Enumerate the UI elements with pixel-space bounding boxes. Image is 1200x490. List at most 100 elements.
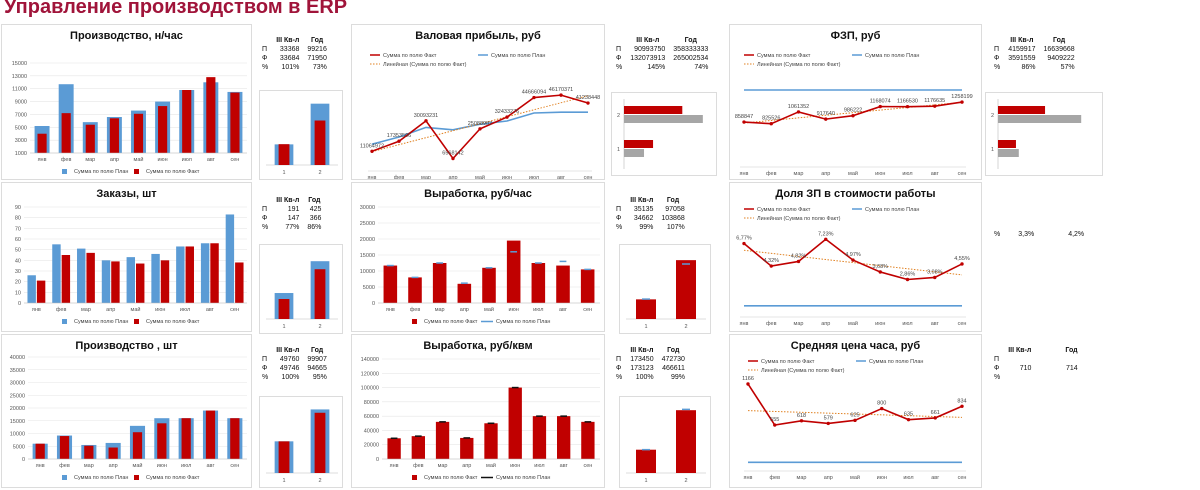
bar-fact xyxy=(182,90,192,153)
data-point xyxy=(906,417,911,422)
chart-panel-prod-pcs: Производство , шт 0 5000 10000 15000 20000 25… xyxy=(1,334,252,488)
x-tick-label: июн xyxy=(157,157,167,163)
legend-label: Сумма по полю Факт xyxy=(761,359,815,365)
stats-label: Ф xyxy=(616,55,622,62)
chart-output-sqm: 0 20000 40000 60000 80000 100000 120000 140000 я… xyxy=(361,357,600,481)
chart-output-hour: 0 5000 10000 15000 20000 25000 30000 янв фев мар а… xyxy=(360,205,600,325)
x-tick-label: фев xyxy=(766,321,777,327)
data-point xyxy=(370,149,374,153)
data-label: 32433276 xyxy=(495,109,519,115)
legend-label: Сумма по полю План xyxy=(496,475,550,481)
chart-title-orders: Заказы, шт xyxy=(96,188,157,200)
data-point xyxy=(880,406,884,411)
bar-fact xyxy=(435,421,450,459)
chart-title-zp-share: Доля ЗП в стоимости работы xyxy=(775,188,936,200)
bar-plan xyxy=(225,214,235,303)
legend-label: Сумма по полю Факт xyxy=(757,207,811,213)
data-label: 25088987 xyxy=(468,121,492,127)
stats-header-year: Год xyxy=(310,37,324,44)
legend-swatch xyxy=(62,475,67,480)
stats-header-year: Год xyxy=(1065,347,1078,354)
stats-value: 71950 xyxy=(307,55,327,62)
bar-fact xyxy=(230,418,240,459)
bar-fact xyxy=(482,267,496,303)
stats-fzp: III Кв-л Год П 4159917 16639668 Ф 3591559 940… xyxy=(990,36,1079,72)
y-tick-label: 30 xyxy=(15,269,21,275)
stats-gross-profit: III Кв-л Год П 90993750 358333333 Ф 13207391… xyxy=(612,36,712,72)
data-point xyxy=(960,100,964,104)
stats-label: % xyxy=(994,231,1001,238)
stats-output-hour: III Кв-л Год П 35135 97058 Ф 34662 103868 % 99… xyxy=(612,196,689,232)
legend-label: Сумма по полю План xyxy=(74,319,128,325)
stats-output-sqm: III Кв-л Год П 173450 472730 Ф 173123 466611 … xyxy=(612,346,689,382)
y-tick-label: 40 xyxy=(15,258,21,264)
bar-fact xyxy=(676,260,696,319)
stats-value: 173123 xyxy=(630,365,654,372)
bar-fact xyxy=(86,252,95,303)
x-tick-label: сен xyxy=(958,475,967,481)
data-point xyxy=(853,418,857,423)
stats-value: 472730 xyxy=(661,356,685,363)
chart-panel-fzp: ФЗП, руб янв фев мар апр май июн июл авг сен 8588… xyxy=(729,24,982,180)
stats-value: 99% xyxy=(670,374,685,381)
y-tick-label: 60 xyxy=(15,237,21,243)
stats-header-q: III Кв-л xyxy=(276,197,300,204)
data-point xyxy=(905,104,910,109)
stats-value: 9409222 xyxy=(1047,55,1075,62)
y-tick-label: 10000 xyxy=(360,269,375,275)
x-tick-label: апр xyxy=(821,321,830,327)
stats-label: Ф xyxy=(994,55,1000,62)
x-tick-label: 2 xyxy=(318,478,321,484)
stats-orders: III Кв-л Год П 191 425 Ф 147 366 % 77% 86% xyxy=(258,196,325,232)
stats-label: П xyxy=(262,206,268,213)
y-tick-label: 100000 xyxy=(361,386,379,392)
data-label: 1166 xyxy=(742,376,754,382)
data-point xyxy=(532,95,536,100)
y-tick-label: 13000 xyxy=(12,74,27,80)
data-point xyxy=(796,110,801,114)
x-tick-label: авг xyxy=(931,475,939,481)
y-tick-label: 0 xyxy=(376,457,379,463)
data-label: 834 xyxy=(957,398,966,404)
y-tick-label: 0 xyxy=(18,301,21,307)
bar-plan xyxy=(77,248,86,303)
data-label: 6,77% xyxy=(736,236,752,242)
stats-label: % xyxy=(616,64,623,71)
bar-plan xyxy=(126,257,135,303)
stats-value: 33368 xyxy=(279,46,300,53)
stats-header-year: Год xyxy=(310,347,324,354)
data-label: 30093231 xyxy=(414,113,438,119)
data-point xyxy=(799,419,804,423)
x-tick-label: янв xyxy=(368,175,377,180)
data-point xyxy=(933,104,937,108)
y-tick-label: 50 xyxy=(15,248,21,254)
stats-value: 147 xyxy=(287,215,300,222)
stats-value: 94665 xyxy=(307,365,327,372)
x-tick-label: янв xyxy=(390,463,399,469)
bar-fact xyxy=(36,280,46,303)
data-point xyxy=(773,423,777,427)
bar-fact xyxy=(157,423,167,459)
stats-value xyxy=(1061,373,1081,382)
stats-label: % xyxy=(616,224,623,231)
chart-prod-pcs: 0 5000 10000 15000 20000 25000 30000 35000 40000… xyxy=(10,355,247,481)
y-tick-label: 80 xyxy=(15,216,21,222)
x-tick-label: янв xyxy=(36,463,45,469)
bar-plan xyxy=(151,253,160,303)
legend-label: Сумма по полю Факт xyxy=(146,169,200,175)
chart-title-output-sqm: Выработка, руб/квм xyxy=(423,340,533,352)
stats-value xyxy=(1004,355,1061,364)
stats-label: П xyxy=(994,356,1000,363)
bar-fact xyxy=(624,140,654,148)
x-tick-label: июл xyxy=(181,463,191,469)
data-label: 825526 xyxy=(762,116,780,122)
bar-fact xyxy=(411,436,425,459)
data-point xyxy=(878,104,882,109)
stats-value: 714 xyxy=(1065,365,1078,372)
x-tick-label: 1 xyxy=(644,478,647,484)
trend-line xyxy=(371,95,589,153)
legend-label: Сумма по полю План xyxy=(869,359,923,365)
stats-header-q: III Кв-л xyxy=(276,37,300,44)
stats-value: 77% xyxy=(285,224,300,231)
y-tick-label: 40000 xyxy=(10,355,25,361)
